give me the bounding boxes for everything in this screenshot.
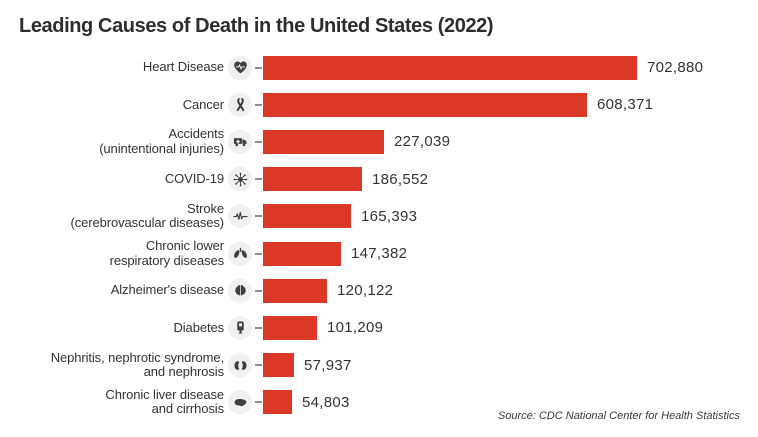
ambulance-icon	[228, 129, 252, 154]
bar-row: Heart Disease 702,880	[0, 49, 758, 86]
axis-tick-icon	[255, 364, 262, 367]
brain-icon	[228, 278, 252, 303]
bar	[263, 241, 341, 266]
bar-row: COVID-19 186,552	[0, 161, 758, 198]
bar	[263, 167, 362, 192]
bar-row: Alzheimer's disease 120,122	[0, 272, 758, 309]
chart-rows: Heart Disease 702,880 Cancer 608,371 Acc…	[0, 49, 758, 421]
axis-tick-icon	[255, 252, 262, 255]
heart-pulse-icon	[228, 55, 252, 80]
value-label: 186,552	[372, 170, 429, 188]
value-label: 608,371	[597, 96, 654, 114]
value-label: 54,803	[302, 393, 350, 411]
bar	[263, 278, 327, 303]
value-label: 101,209	[327, 319, 384, 337]
category-label: Nephritis, nephrotic syndrome, and nephr…	[50, 349, 224, 380]
bar	[263, 390, 292, 415]
value-label: 120,122	[337, 282, 394, 300]
cancer-ribbon-icon	[228, 92, 252, 117]
value-label: 702,880	[647, 59, 704, 77]
axis-tick-icon	[255, 103, 262, 106]
bar	[263, 353, 294, 378]
value-label: 57,937	[304, 356, 352, 374]
category-label: Chronic liver disease and cirrhosis	[105, 386, 224, 417]
source-note: Source: CDC National Center for Health S…	[497, 410, 740, 422]
category-label: Heart Disease	[142, 59, 224, 75]
axis-tick-icon	[255, 401, 262, 404]
category-label: Diabetes	[173, 319, 224, 335]
value-label: 165,393	[361, 207, 418, 225]
category-label: Chronic lower respiratory diseases	[109, 238, 224, 268]
bar-row: Chronic liver disease and cirrhosis 54,8…	[0, 384, 758, 421]
bar	[263, 55, 637, 80]
bar-row: Diabetes 101,209	[0, 309, 758, 346]
bar	[263, 204, 351, 229]
lungs-icon	[228, 241, 252, 266]
bar	[263, 92, 587, 117]
liver-icon	[228, 390, 252, 415]
axis-tick-icon	[255, 140, 262, 143]
bar-row: Stroke (cerebrovascular diseases) 165,39…	[0, 198, 758, 235]
axis-tick-icon	[255, 326, 262, 329]
bar-row: Nephritis, nephrotic syndrome, and nephr…	[0, 347, 758, 384]
bar-row: Accidents (unintentional injuries) 227,0…	[0, 123, 758, 160]
virus-icon	[228, 167, 252, 192]
bar-row: Chronic lower respiratory diseases 147,3…	[0, 235, 758, 272]
bar	[263, 315, 317, 340]
category-label: Stroke (cerebrovascular diseases)	[70, 200, 225, 231]
value-label: 147,382	[351, 245, 408, 263]
value-label: 227,039	[394, 133, 451, 151]
axis-tick-icon	[255, 66, 262, 69]
category-label: COVID-19	[164, 170, 224, 186]
chart-title: Leading Causes of Death in the United St…	[19, 15, 494, 37]
glucose-meter-icon	[228, 315, 252, 340]
category-label: Cancer	[182, 96, 224, 112]
category-label: Alzheimer's disease	[110, 282, 224, 298]
ekg-waveform-icon	[228, 204, 252, 229]
bar-row: Cancer 608,371	[0, 86, 758, 123]
axis-tick-icon	[255, 289, 262, 292]
axis-tick-icon	[255, 215, 262, 218]
axis-tick-icon	[255, 178, 262, 181]
category-label: Accidents (unintentional injuries)	[99, 126, 224, 156]
kidneys-icon	[228, 353, 252, 378]
bar	[263, 129, 384, 154]
